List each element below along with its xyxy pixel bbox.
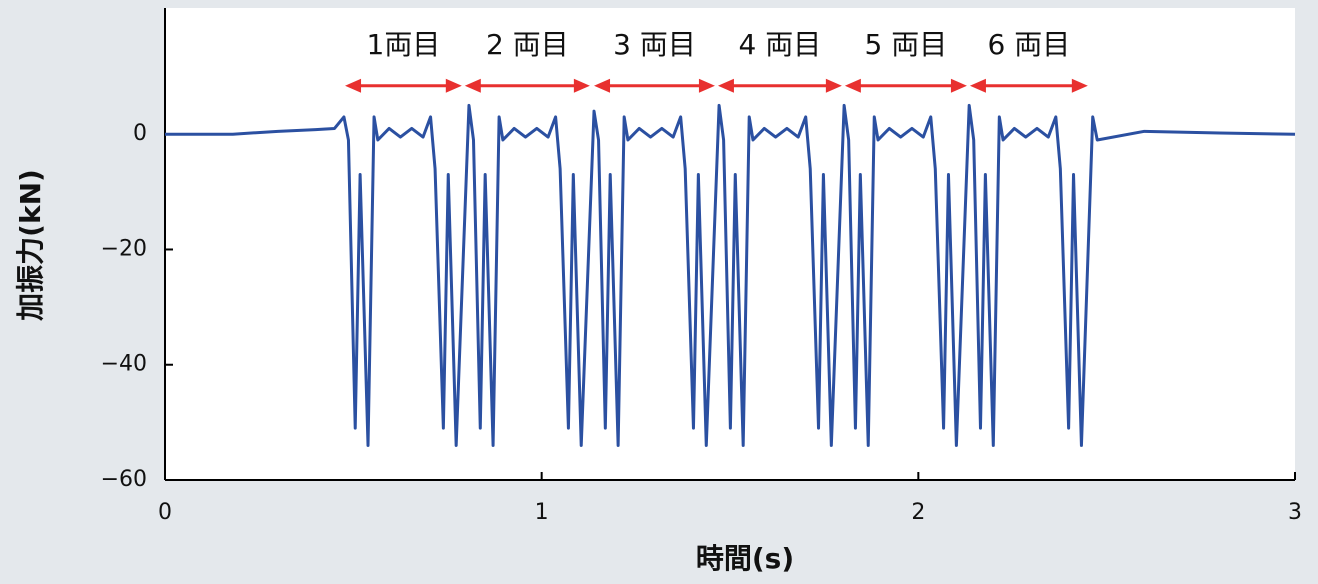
annotation-arrowhead (969, 78, 986, 93)
annotation-arrowhead (573, 78, 590, 93)
annotation-arrowhead (464, 78, 481, 93)
annotation-arrowhead (825, 78, 842, 93)
annotation-arrowhead (345, 78, 362, 93)
annotation-arrowhead (594, 78, 611, 93)
x-tick-label: 0 (158, 500, 172, 525)
data-line (165, 103, 1296, 447)
y-tick-label: −20 (101, 236, 147, 261)
annotation-arrowhead (445, 78, 462, 93)
x-tick-label: 3 (1288, 500, 1302, 525)
annotation-arrowhead (844, 78, 861, 93)
x-tick-label: 2 (911, 500, 925, 525)
y-tick-label: 0 (133, 121, 147, 146)
annotation-label: 3 両目 (613, 28, 696, 61)
y-tick-label: −60 (101, 467, 147, 492)
annotation-arrowhead (1071, 78, 1088, 93)
y-axis-title: 加振力(kN) (14, 169, 47, 321)
x-tick-label: 1 (535, 500, 549, 525)
annotation-label: 6 両目 (988, 28, 1071, 61)
annotation-arrowhead (717, 78, 734, 93)
annotation-label: 5 両目 (865, 28, 948, 61)
annotation-label: 4 両目 (739, 28, 822, 61)
annotation-arrowhead (698, 78, 715, 93)
annotation-arrowhead (950, 78, 967, 93)
y-tick-label: −40 (101, 352, 147, 377)
annotation-label: 2 両目 (486, 28, 569, 61)
x-axis-title: 時間(s) (696, 542, 794, 575)
annotation-label: 1両目 (367, 28, 441, 61)
